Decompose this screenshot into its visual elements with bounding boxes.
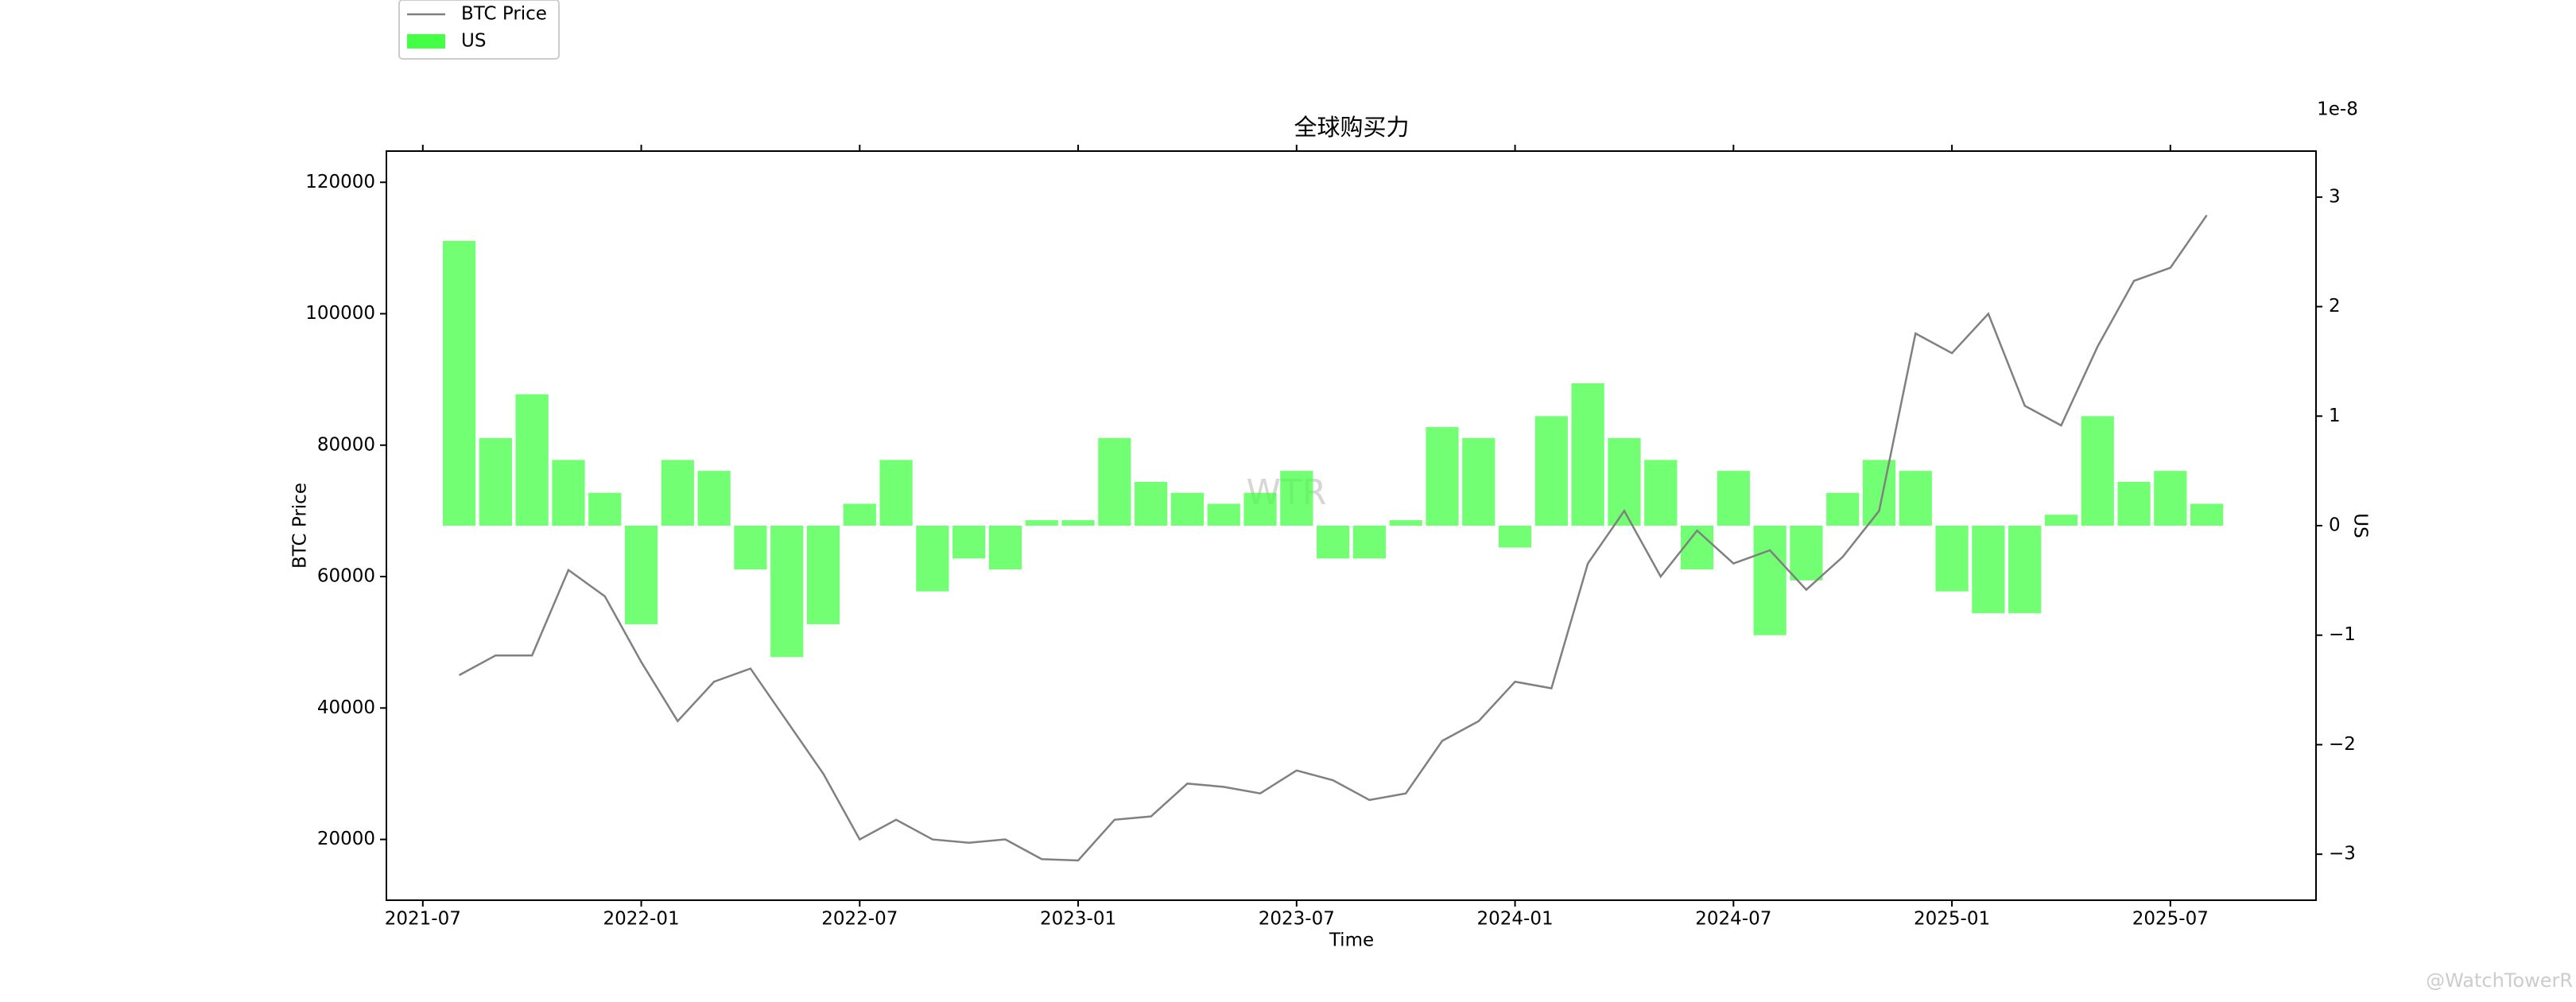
x-tick-label: 2025-07 (2132, 909, 2209, 930)
axes (380, 145, 2322, 907)
bar (2044, 515, 2078, 526)
bar (1280, 471, 1313, 526)
bar (1644, 460, 1678, 526)
y2-tick-label: −2 (2329, 734, 2356, 755)
bar (1243, 492, 1277, 526)
x-tick-label: 2024-01 (1477, 909, 1554, 930)
bar (1025, 520, 1058, 526)
bar (1790, 526, 1823, 581)
y2-tick-label: 0 (2329, 515, 2341, 536)
y2-tick-label: −3 (2329, 844, 2356, 864)
y-tick-label: 80000 (317, 434, 375, 455)
legend-swatch (407, 34, 445, 49)
bar (1972, 526, 2005, 614)
y2-tick-label: −1 (2329, 624, 2356, 645)
bar (697, 471, 731, 526)
bar (806, 526, 840, 624)
bar (1680, 526, 1714, 570)
bar (624, 526, 658, 624)
bar (1316, 526, 1350, 559)
bar (1170, 492, 1205, 526)
plot-frame (386, 150, 2317, 901)
x-tick-label: 2024-07 (1695, 909, 1771, 930)
bar (2117, 481, 2151, 526)
y-axis-label: BTC Price (290, 483, 311, 569)
x-tick-label: 2021-07 (385, 909, 461, 930)
bar (1899, 471, 1932, 526)
y-tick-label: 100000 (305, 303, 375, 324)
bar (734, 526, 767, 570)
x-tick-label: 2022-01 (603, 909, 679, 930)
y-tick-label: 20000 (317, 829, 375, 849)
y-tick-label: 40000 (317, 697, 375, 718)
x-tick-label: 2023-07 (1259, 909, 1335, 930)
bar (1135, 481, 1168, 526)
x-tick-label: 2023-01 (1040, 909, 1116, 930)
x-tick-label: 2022-07 (821, 909, 898, 930)
bar (479, 437, 512, 526)
bar (2081, 416, 2114, 526)
bar (988, 526, 1022, 570)
bar (770, 526, 804, 658)
bar (588, 492, 622, 526)
y2-axis-label: US (2350, 513, 2371, 538)
legend-label: US (461, 31, 486, 52)
bar (2190, 503, 2224, 526)
bar (952, 526, 986, 559)
bar (1571, 383, 1604, 526)
bar (552, 460, 585, 526)
bar (2008, 526, 2042, 614)
y2-tick-label: 3 (2329, 186, 2341, 207)
bar (1717, 471, 1750, 526)
bar (1862, 460, 1896, 526)
bar (879, 460, 913, 526)
bar (1534, 416, 1568, 526)
price-line (458, 214, 2208, 862)
bar (1826, 492, 1860, 526)
legend: BTC Price US (398, 0, 560, 60)
legend-label: BTC Price (461, 4, 547, 25)
bar (843, 503, 876, 526)
y-tick-label: 60000 (317, 566, 375, 587)
bar (916, 526, 949, 592)
bar (2154, 471, 2187, 526)
bar (661, 460, 694, 526)
bar (1753, 526, 1787, 635)
bar (1935, 526, 1969, 592)
bar (1098, 437, 1131, 526)
bar (1207, 503, 1240, 526)
bar (1498, 526, 1532, 548)
bar (1426, 427, 1459, 526)
y2-offset-label: 1e-8 (2317, 99, 2358, 120)
y2-tick-label: 2 (2329, 296, 2341, 317)
x-axis-label: Time (1329, 930, 1374, 951)
bar (1389, 520, 1422, 526)
bar (442, 240, 476, 526)
bar (1462, 437, 1496, 526)
y2-tick-label: 1 (2329, 406, 2341, 426)
watermark-handle: @WatchTowerR (2426, 969, 2573, 992)
y-tick-label: 120000 (305, 172, 375, 192)
chart-title: 全球购买力 (1294, 114, 1409, 141)
x-tick-label: 2025-01 (1914, 909, 1990, 930)
bar (1352, 526, 1387, 559)
bar (515, 394, 549, 526)
bar (1061, 520, 1095, 526)
